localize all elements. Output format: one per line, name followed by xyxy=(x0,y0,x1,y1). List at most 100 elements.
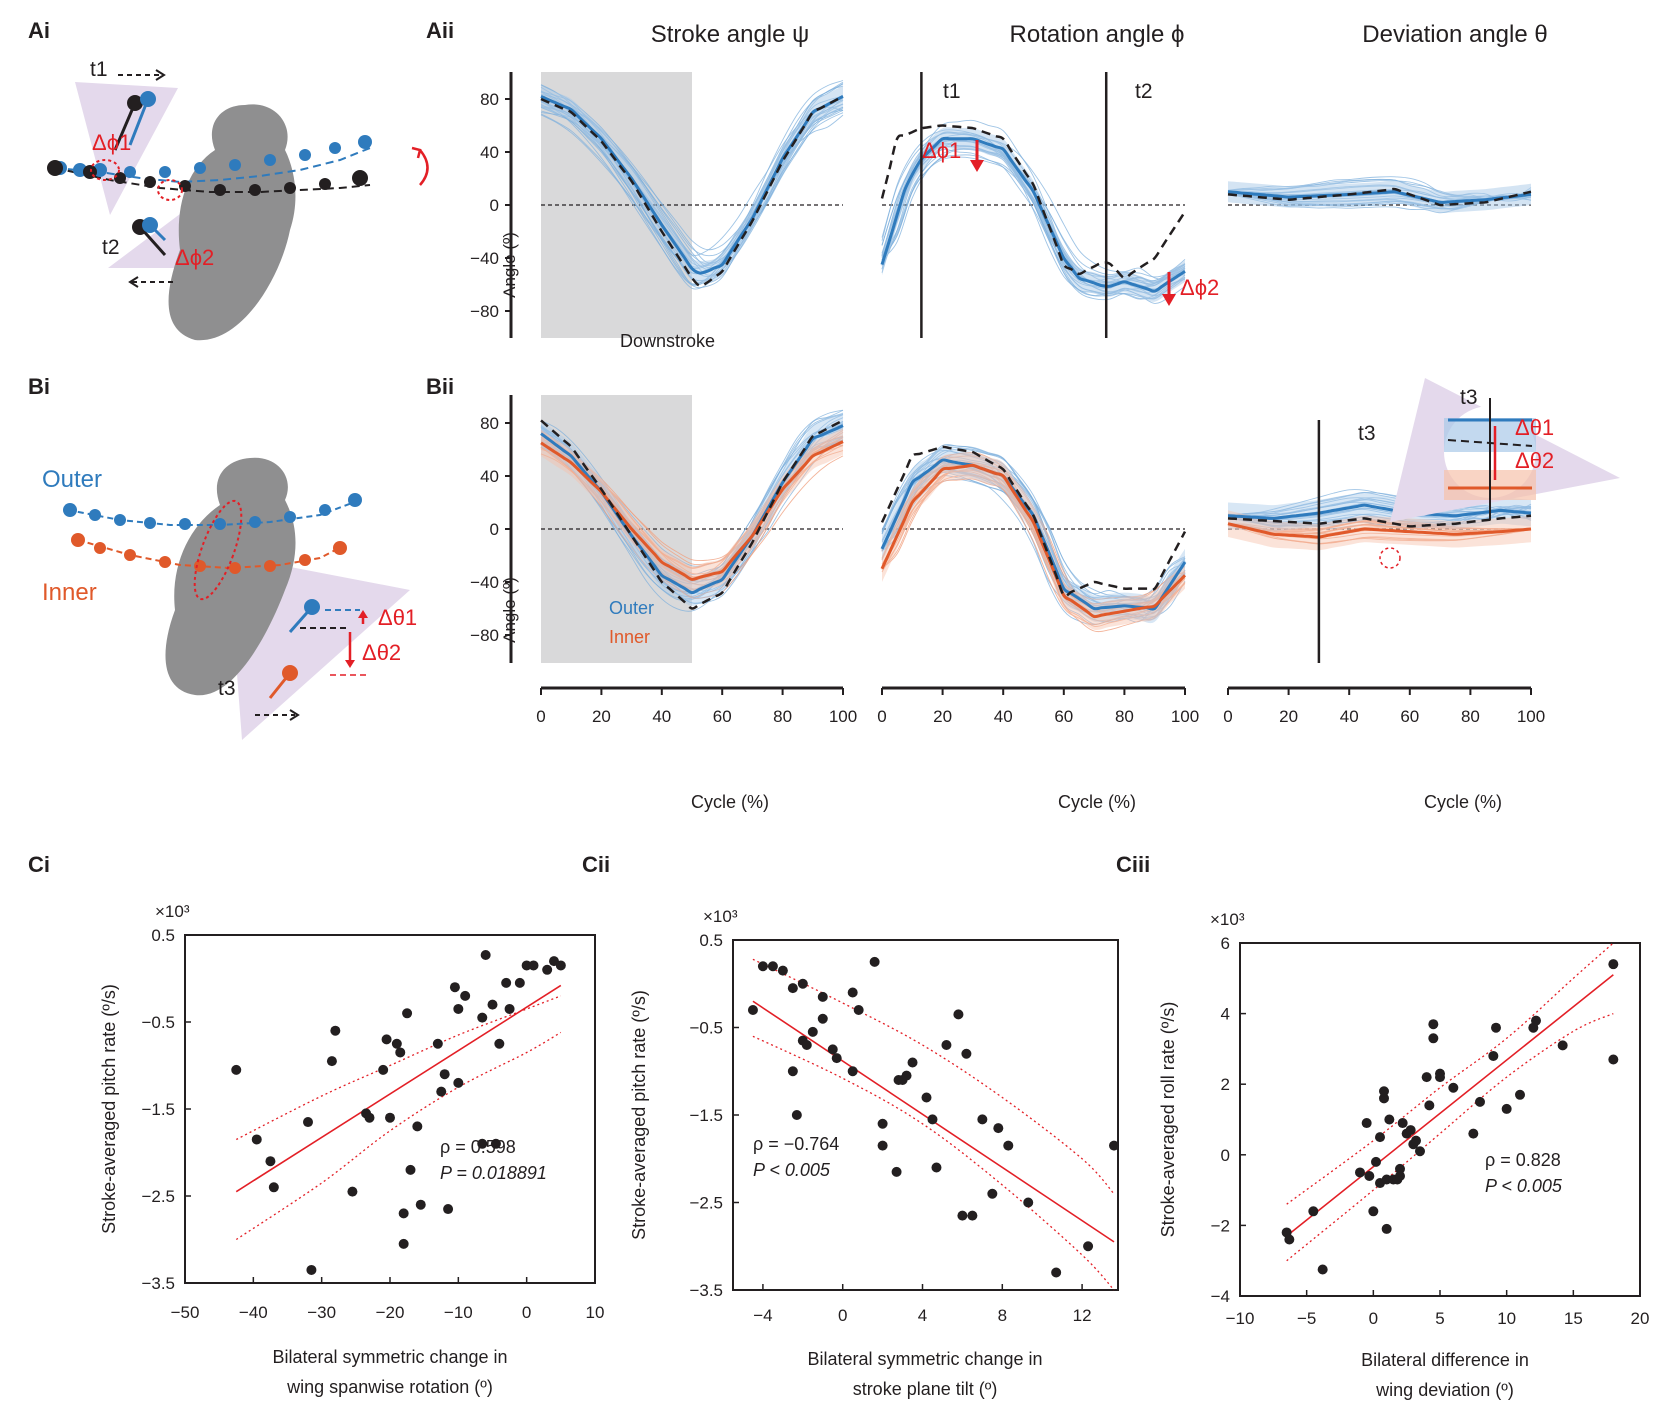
panel-label-ai: Ai xyxy=(28,18,50,43)
x-tick-label: 60 xyxy=(1054,707,1073,726)
title-stroke-angle: Stroke angle ψ xyxy=(651,21,810,48)
data-point xyxy=(436,1086,447,1097)
trace-panel-aii-2 xyxy=(880,72,1187,338)
ci-upper xyxy=(752,958,1115,1195)
data-point xyxy=(1428,1019,1439,1030)
x-tick-label: 8 xyxy=(998,1306,1007,1325)
scatter-ci: 0.5 −0.5 −1.5 −2.5 −3.5 −50 −40 −30 −20 −10 0 10 ×10… xyxy=(99,902,604,1397)
x-tick-label: 15 xyxy=(1564,1309,1583,1328)
mean-trace-outer xyxy=(1227,503,1532,520)
data-point xyxy=(398,1208,409,1219)
x-tick-label: 10 xyxy=(1497,1309,1516,1328)
panel-label-bi: Bi xyxy=(28,374,50,399)
x-tick-label: 40 xyxy=(652,707,671,726)
xlabel-stroke: Cycle (%) xyxy=(691,792,769,812)
y-tick-label: 80 xyxy=(480,90,499,109)
mean-trace-reference xyxy=(540,95,844,288)
schematic-bi: Outer Inner Δθ1 Δθ2 t3 xyxy=(42,457,417,740)
xlabel-deviation: Cycle (%) xyxy=(1424,792,1502,812)
data-point xyxy=(957,1210,968,1221)
x-tick-label: −10 xyxy=(1226,1309,1255,1328)
data-point xyxy=(477,1012,488,1023)
panel-label-ci: Ci xyxy=(28,852,50,877)
x-tick-label: −10 xyxy=(444,1303,473,1322)
mean-trace-inner xyxy=(880,463,1187,619)
x-tick-label: 60 xyxy=(713,707,732,726)
plot-frame xyxy=(1239,942,1641,1297)
data-point xyxy=(528,960,539,971)
x-axis-label-line1: Bilateral symmetric change in xyxy=(807,1349,1042,1369)
data-point xyxy=(326,1056,337,1067)
data-point xyxy=(907,1057,918,1068)
data-point xyxy=(993,1123,1004,1134)
data-point xyxy=(330,1025,341,1036)
label-t2-trace: t2 xyxy=(1135,80,1153,103)
stat-rho: ρ = 0.598 xyxy=(440,1137,516,1157)
data-point xyxy=(767,961,778,972)
y-tick-label: −3.5 xyxy=(689,1281,723,1300)
label-dphi1-trace: Δϕ1 xyxy=(922,138,961,163)
stat-rho: ρ = 0.828 xyxy=(1485,1150,1561,1170)
x-tick-label: 0 xyxy=(536,707,545,726)
data-point xyxy=(827,1044,838,1055)
data-point xyxy=(405,1164,416,1175)
mean-trace-reference xyxy=(1227,187,1532,207)
data-point xyxy=(1428,1033,1439,1044)
panel-label-aii: Aii xyxy=(426,18,454,43)
scatter-cii: 0.5 −0.5 −1.5 −2.5 −3.5 −4 0 4 8 12 ×10³ Stroke-ave… xyxy=(629,907,1120,1399)
data-point xyxy=(869,956,880,967)
x-tick-label: 10 xyxy=(586,1303,605,1322)
data-point xyxy=(921,1092,932,1103)
data-point xyxy=(347,1186,358,1197)
inner-wing-trace xyxy=(71,533,347,574)
data-point xyxy=(853,1005,864,1015)
data-point xyxy=(1371,1156,1381,1167)
data-point xyxy=(931,1162,942,1173)
y-tick-label: 0.5 xyxy=(699,931,723,950)
mean-trace-mean xyxy=(880,136,1186,293)
data-point xyxy=(432,1038,443,1049)
ci-lower xyxy=(752,1035,1115,1291)
data-point xyxy=(555,960,566,971)
trial-trace-outer xyxy=(1227,489,1532,520)
x-axis-label-line2: wing spanwise rotation (º) xyxy=(286,1377,493,1397)
y-tick-label: −2 xyxy=(1211,1216,1230,1235)
x-tick-label: 12 xyxy=(1073,1306,1092,1325)
data-point xyxy=(1488,1050,1499,1061)
legend-inner: Inner xyxy=(609,627,650,647)
data-point xyxy=(1421,1072,1432,1083)
data-point xyxy=(831,1053,842,1064)
data-point xyxy=(847,987,858,998)
data-point xyxy=(453,1077,464,1088)
sd-band xyxy=(882,452,1185,631)
data-point xyxy=(807,1026,818,1037)
data-point xyxy=(504,1003,515,1014)
data-point xyxy=(477,1138,488,1149)
y-tick-label: −2.5 xyxy=(141,1187,175,1206)
y-axis-label: Stroke-averaged pitch rate (º/s) xyxy=(99,984,119,1234)
data-point xyxy=(797,978,808,989)
x-axis-label-line1: Bilateral symmetric change in xyxy=(272,1347,507,1367)
data-point xyxy=(1608,959,1619,970)
trial-trace-inner xyxy=(540,449,844,562)
data-point xyxy=(1379,1093,1389,1104)
data-point xyxy=(967,1210,978,1221)
data-point xyxy=(1368,1206,1379,1217)
data-point xyxy=(1284,1234,1295,1245)
ci-upper xyxy=(1286,942,1614,1205)
data-point xyxy=(412,1121,423,1132)
y-tick-label: 0 xyxy=(490,196,499,215)
y-tick-label: 80 xyxy=(480,414,499,433)
data-point xyxy=(817,991,828,1002)
ylabel-aii: Angle (º) xyxy=(500,232,519,298)
x-axis-label-line2: wing deviation (º) xyxy=(1375,1380,1514,1400)
trial-trace-outer xyxy=(1227,492,1532,516)
data-point xyxy=(398,1238,409,1249)
data-point xyxy=(514,977,525,988)
data-point xyxy=(1083,1241,1094,1252)
mean-trace-reference xyxy=(880,124,1187,280)
x-axis-label-line2: stroke plane tilt (º) xyxy=(853,1379,998,1399)
label-t3-bi: t3 xyxy=(218,677,236,700)
data-point xyxy=(1468,1128,1479,1139)
data-point xyxy=(1023,1197,1034,1208)
